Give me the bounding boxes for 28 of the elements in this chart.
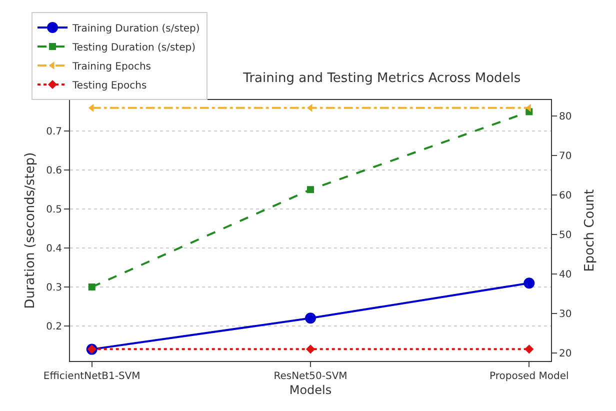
point bbox=[307, 186, 314, 194]
y-tick-label: 0.6 bbox=[46, 166, 62, 177]
point bbox=[88, 283, 96, 290]
y2-tick-label: 60 bbox=[559, 190, 572, 202]
y2-tick-label: 30 bbox=[559, 309, 572, 320]
legend-label: Testing Epochs bbox=[72, 80, 147, 92]
x-tick-label: EfficientNetB1-SVM bbox=[43, 371, 140, 382]
y-axis-title: Duration (seconds/step) bbox=[23, 152, 38, 309]
y-tick-label: 0.7 bbox=[46, 126, 62, 138]
y2-tick-label: 70 bbox=[559, 150, 572, 162]
y-tick-label: 0.4 bbox=[46, 244, 62, 255]
y-tick-label: 0.3 bbox=[46, 282, 62, 294]
y2-tick-label: 80 bbox=[559, 111, 572, 122]
y2-tick-label: 40 bbox=[559, 270, 572, 280]
legend-label: Training Duration (s/step) bbox=[72, 23, 200, 34]
y-tick-label: 0.5 bbox=[46, 204, 62, 216]
x-tick-label: Proposed Model bbox=[490, 371, 569, 382]
y2-tick-label: 20 bbox=[559, 348, 572, 360]
legend-label: Testing Duration (s/step) bbox=[72, 42, 196, 54]
x-axis-title: Models bbox=[289, 382, 332, 397]
y2-axis-title: Epoch Count bbox=[582, 189, 598, 272]
legend-label: Training Epochs bbox=[72, 61, 151, 72]
point bbox=[305, 312, 316, 324]
x-tick-label: ResNet50-SVM bbox=[274, 371, 348, 382]
point bbox=[524, 278, 535, 289]
chart-title: Training and Testing Metrics Across Models bbox=[242, 71, 521, 86]
y2-tick-label: 50 bbox=[559, 230, 572, 241]
y-tick-label: 0.2 bbox=[46, 321, 62, 332]
